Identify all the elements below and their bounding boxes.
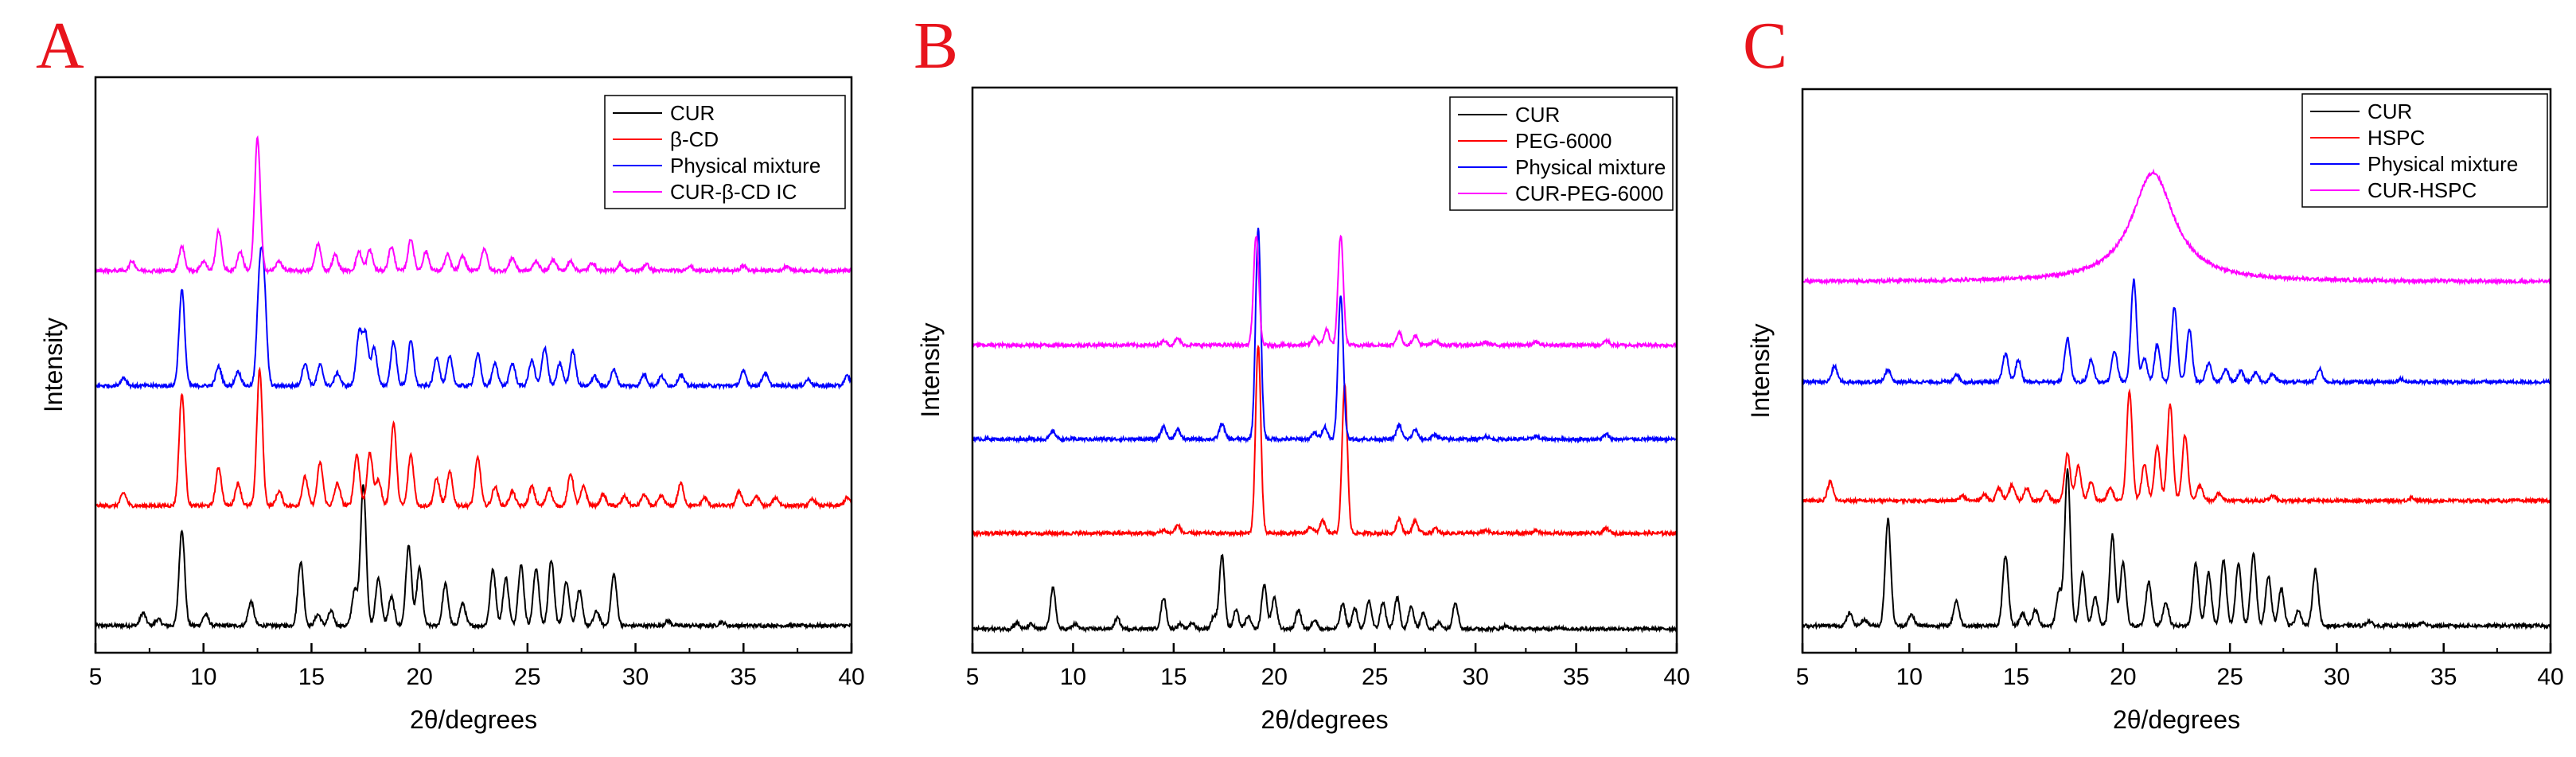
x-tick-label: 20	[406, 664, 432, 690]
x-tick-label: 10	[190, 664, 216, 690]
legend-entry: CUR	[2368, 100, 2412, 123]
x-tick-label: 15	[298, 664, 325, 690]
panel-letter: B	[914, 9, 958, 83]
x-axis-label: 2θ/degrees	[410, 705, 537, 734]
x-tick-label: 5	[966, 664, 980, 690]
x-tick-label: 35	[731, 664, 757, 690]
legend-entry: CUR-PEG-6000	[1515, 181, 1663, 205]
series-line-physical-mixture	[95, 245, 852, 391]
x-tick-label: 30	[2324, 664, 2350, 690]
series-line-cur-hspc	[1802, 168, 2551, 287]
panel-a: A 5 10 15 20 25 30 35 40 2θ/degrees Intensity CURβ-…	[36, 9, 865, 734]
y-axis-label: Intensity	[916, 322, 945, 417]
y-axis-label: Intensity	[39, 318, 68, 412]
x-tick-label: 40	[1663, 664, 1689, 690]
y-axis-label: Intensity	[1746, 323, 1775, 418]
x-tick-label: 40	[838, 664, 864, 690]
x-tick-label: 30	[622, 664, 649, 690]
series-line-hspc	[1802, 388, 2551, 505]
legend-entry: CUR	[1515, 103, 1560, 127]
x-tick-label: 25	[514, 664, 540, 690]
legend-box	[2301, 93, 2548, 208]
panel-letter: C	[1743, 9, 1787, 83]
legend-box	[1449, 96, 1674, 211]
series-line-cur-cd-ic	[95, 135, 852, 275]
series-line--cd	[95, 366, 852, 511]
series-line-cur	[1802, 468, 2551, 631]
legend-entry: PEG-6000	[1515, 129, 1611, 153]
x-axis-label: 2θ/degrees	[1261, 705, 1388, 734]
series-line-physical-mixture	[972, 228, 1677, 444]
x-tick-label: 25	[1362, 664, 1388, 690]
x-tick-label: 35	[1563, 664, 1589, 690]
legend-entry: CUR	[670, 101, 715, 125]
series-line-cur	[95, 484, 852, 630]
x-tick-label: 15	[1160, 664, 1187, 690]
x-tick-label: 30	[1462, 664, 1488, 690]
x-tick-label: 20	[1261, 664, 1288, 690]
x-axis-label: 2θ/degrees	[2113, 705, 2240, 734]
legend-entry: Physical mixture	[2368, 152, 2518, 176]
legend-entry: Physical mixture	[670, 154, 820, 178]
legend-box	[604, 95, 846, 209]
legend-entry: β-CD	[670, 127, 719, 151]
x-tick-label: 10	[1060, 664, 1086, 690]
panel-letter: A	[36, 9, 84, 83]
x-tick-label: 20	[2110, 664, 2136, 690]
series-line-cur	[972, 553, 1677, 634]
legend-entry: CUR-β-CD IC	[670, 180, 797, 204]
legend-entry: Physical mixture	[1515, 155, 1666, 179]
x-tick-label: 40	[2537, 664, 2563, 690]
x-tick-label: 15	[2003, 664, 2029, 690]
panel-c: C 5 10 15 20 25 30 35 40 2θ/degrees Intensity CUR HS…	[1743, 9, 2564, 734]
x-tick-label: 5	[1796, 664, 1810, 690]
series-line-cur-peg-6000	[972, 234, 1677, 350]
legend-entry: CUR-HSPC	[2368, 178, 2477, 202]
series-line-peg-6000	[972, 344, 1677, 538]
panel-b: B 5 10 15 20 25 30 35 40 2θ/degrees Intensity CURPE…	[914, 9, 1690, 734]
x-tick-label: 25	[2216, 664, 2243, 690]
series-line-physical-mixture	[1802, 278, 2551, 387]
legend-entry: HSPC	[2368, 126, 2425, 150]
x-tick-label: 10	[1896, 664, 1923, 690]
x-tick-label: 5	[89, 664, 103, 690]
x-tick-label: 35	[2430, 664, 2457, 690]
